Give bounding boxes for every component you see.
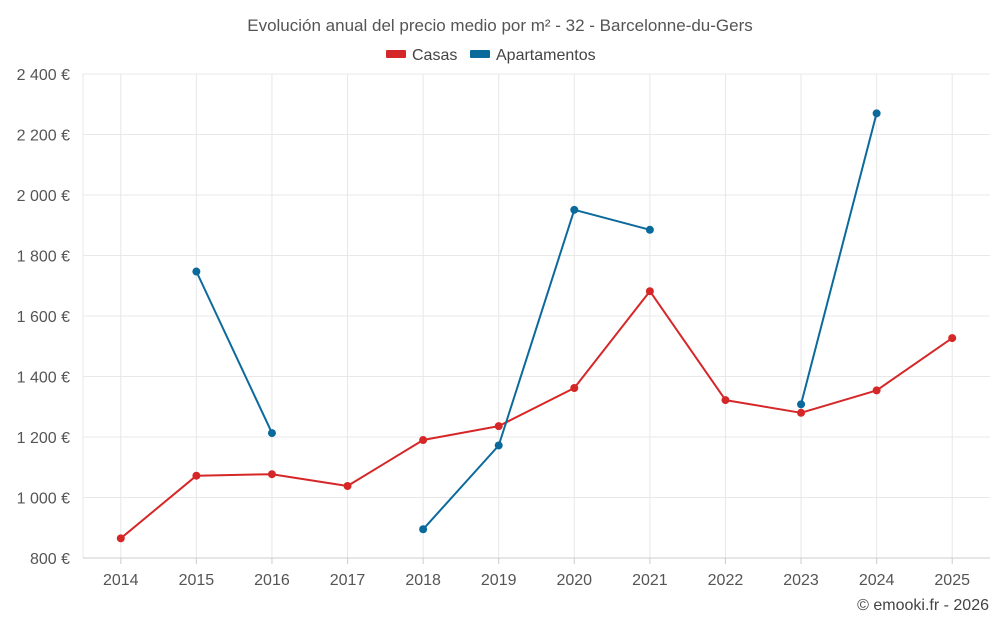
data-point-casas-2022[interactable] <box>721 396 730 405</box>
data-point-casas-2015[interactable] <box>192 471 201 480</box>
data-point-casas-2025[interactable] <box>948 334 957 343</box>
x-tick-label: 2015 <box>179 572 215 589</box>
x-tick-label: 2022 <box>708 572 744 589</box>
data-point-apartamentos-2023[interactable] <box>797 400 806 409</box>
data-point-casas-2020[interactable] <box>570 383 579 392</box>
data-point-casas-2021[interactable] <box>645 287 654 296</box>
series-apartamentos <box>192 109 881 534</box>
data-point-apartamentos-2016[interactable] <box>267 429 276 438</box>
data-point-casas-2023[interactable] <box>797 408 806 417</box>
data-point-casas-2019[interactable] <box>494 422 503 431</box>
y-tick-label: 1 200 € <box>17 430 70 447</box>
x-tick-label: 2019 <box>481 572 517 589</box>
y-tick-label: 1 400 € <box>17 370 70 387</box>
legend-swatch-apartamentos <box>470 50 490 58</box>
grid <box>83 73 990 558</box>
data-point-apartamentos-2019[interactable] <box>494 441 503 450</box>
x-tick-label: 2023 <box>783 572 819 589</box>
data-point-casas-2024[interactable] <box>872 386 881 395</box>
x-axis-ticks: 2014 2015 2016 2017 2018 2019 2020 2021 2022 2023… <box>103 558 970 589</box>
data-point-apartamentos-2018[interactable] <box>419 525 428 534</box>
y-tick-label: 800 € <box>30 551 70 568</box>
y-tick-label: 1 000 € <box>17 491 70 508</box>
series-line-apartamentos <box>422 208 651 530</box>
x-tick-label: 2024 <box>859 572 895 589</box>
data-point-casas-2016[interactable] <box>267 470 276 479</box>
y-tick-label: 2 400 € <box>17 67 70 84</box>
x-tick-label: 2018 <box>405 572 441 589</box>
y-tick-label: 2 200 € <box>17 128 70 145</box>
series-casas <box>116 287 957 543</box>
data-point-apartamentos-2021[interactable] <box>645 225 654 234</box>
legend-label-apartamentos: Apartamentos <box>496 47 596 64</box>
legend: Casas Apartamentos <box>386 47 596 64</box>
legend-swatch-casas <box>386 50 406 58</box>
chart-title: Evolución anual del precio medio por m² … <box>247 16 753 35</box>
x-tick-label: 2025 <box>934 572 970 589</box>
x-tick-label: 2020 <box>556 572 592 589</box>
x-tick-label: 2014 <box>103 572 139 589</box>
series-layer <box>116 109 957 543</box>
y-tick-label: 2 000 € <box>17 188 70 205</box>
x-tick-label: 2021 <box>632 572 668 589</box>
data-point-apartamentos-2015[interactable] <box>192 267 201 276</box>
data-point-apartamentos-2020[interactable] <box>570 205 579 214</box>
series-line-apartamentos <box>800 113 878 405</box>
data-point-casas-2014[interactable] <box>116 534 125 543</box>
y-tick-label: 1 600 € <box>17 309 70 326</box>
x-tick-label: 2017 <box>330 572 366 589</box>
legend-item-casas[interactable]: Casas <box>386 47 457 64</box>
y-axis-ticks: 800 € 1 000 € 1 200 € 1 400 € 1 600 € 1 800 €… <box>17 67 70 568</box>
data-point-apartamentos-2024[interactable] <box>872 109 881 118</box>
legend-label-casas: Casas <box>412 47 457 64</box>
axes <box>82 74 990 559</box>
data-point-casas-2018[interactable] <box>419 436 428 445</box>
y-tick-label: 1 800 € <box>17 249 70 266</box>
credit-text: © emooki.fr - 2026 <box>857 597 989 614</box>
legend-item-apartamentos[interactable]: Apartamentos <box>470 47 596 64</box>
x-tick-label: 2016 <box>254 572 290 589</box>
series-line-casas <box>120 290 953 540</box>
series-line-apartamentos <box>195 271 273 434</box>
data-point-casas-2017[interactable] <box>343 482 352 491</box>
